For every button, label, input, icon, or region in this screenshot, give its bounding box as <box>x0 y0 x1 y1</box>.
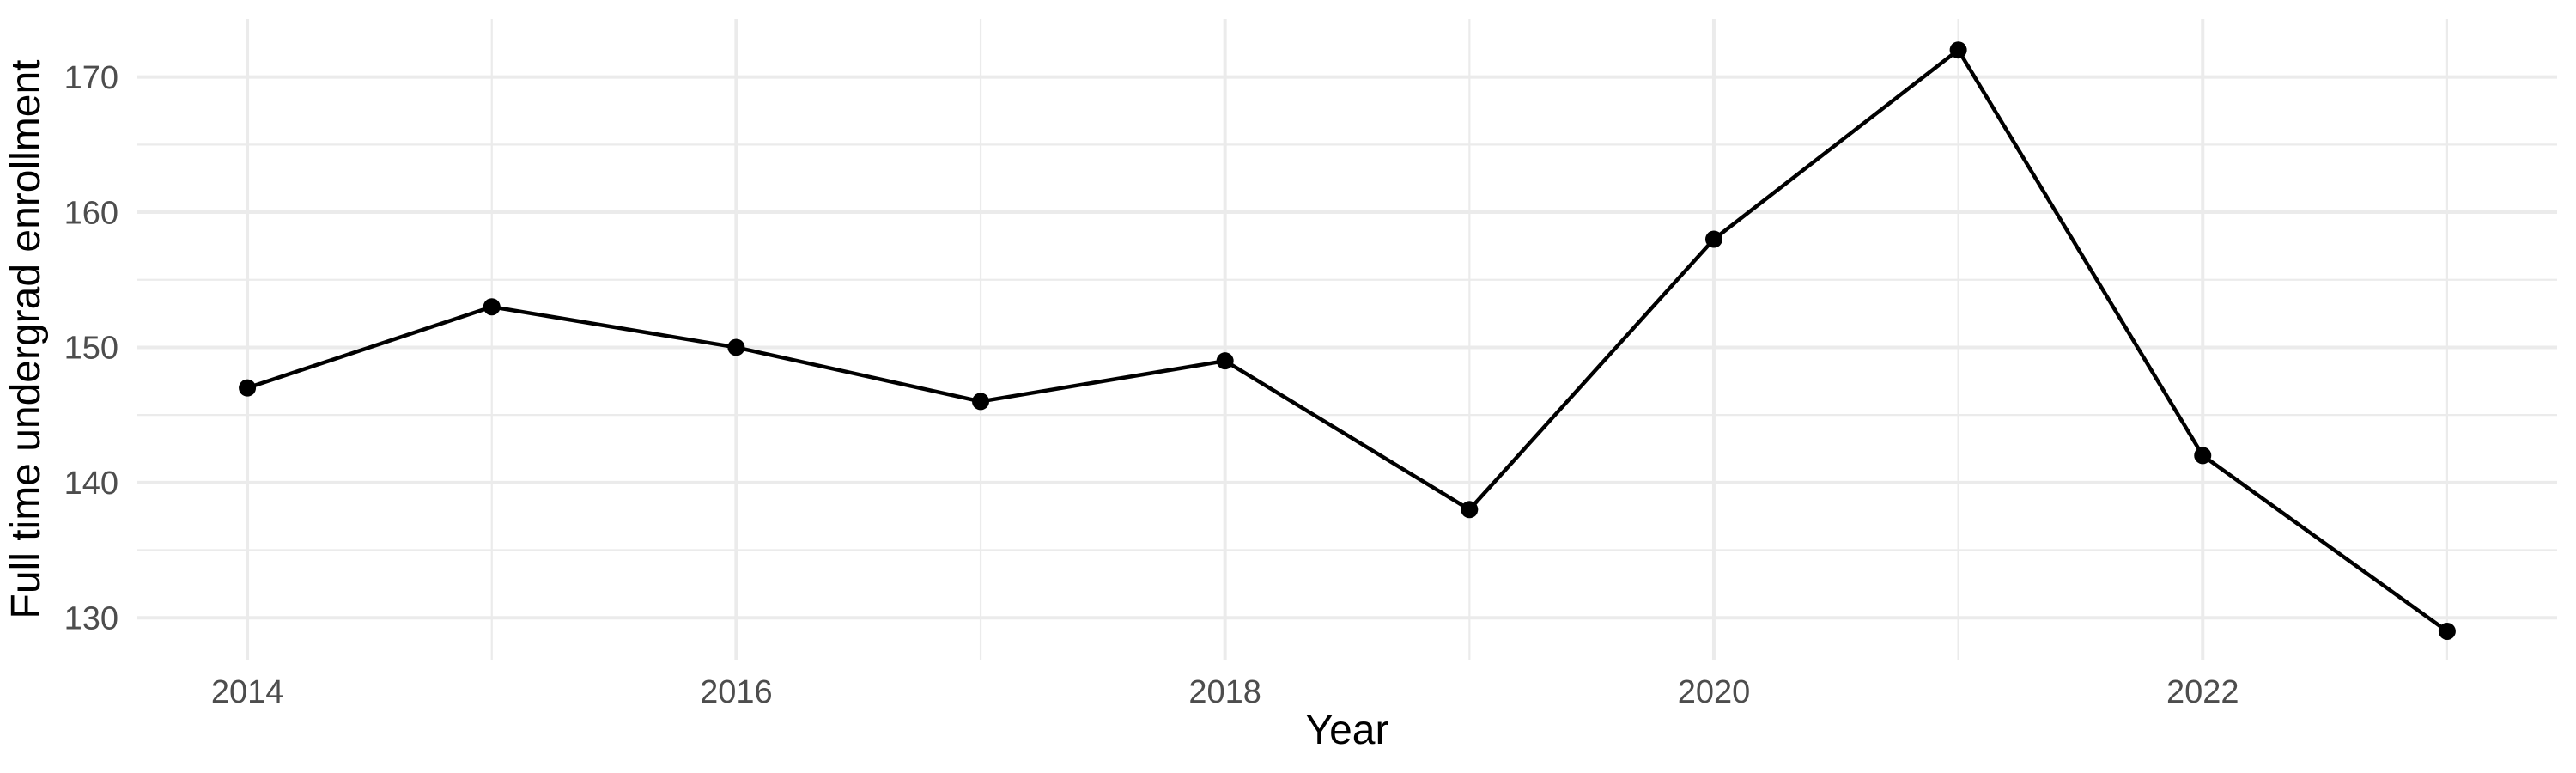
y-tick-label: 140 <box>64 466 118 502</box>
y-tick-label: 150 <box>64 331 118 367</box>
data-point <box>1461 501 1479 519</box>
data-point <box>2438 622 2456 640</box>
x-tick-label: 2020 <box>1678 674 1751 710</box>
x-tick-label: 2016 <box>700 674 773 710</box>
y-tick-label: 130 <box>64 601 118 637</box>
x-tick-label: 2014 <box>211 674 284 710</box>
data-point <box>239 379 257 397</box>
x-axis-title: Year <box>1306 708 1389 753</box>
y-tick-label: 170 <box>64 60 118 96</box>
data-point <box>972 393 990 411</box>
data-point <box>1949 41 1967 59</box>
data-point <box>1216 352 1234 370</box>
y-axis-title: Full time undergrad enrollment <box>3 60 49 619</box>
x-tick-label: 2022 <box>2166 674 2239 710</box>
minor-gridlines <box>137 19 2557 660</box>
data-point <box>2194 447 2212 465</box>
y-tick-label: 160 <box>64 195 118 231</box>
data-point <box>1704 230 1722 248</box>
x-tick-label: 2018 <box>1188 674 1261 710</box>
major-gridlines <box>137 19 2557 660</box>
data-point <box>483 298 501 316</box>
data-series <box>239 41 2456 640</box>
data-point <box>727 338 745 356</box>
axis-tick-labels: 130 140 150 160 170 2014 2016 2018 2020 2022 <box>64 60 2239 710</box>
enrollment-trend-line <box>246 47 2449 633</box>
